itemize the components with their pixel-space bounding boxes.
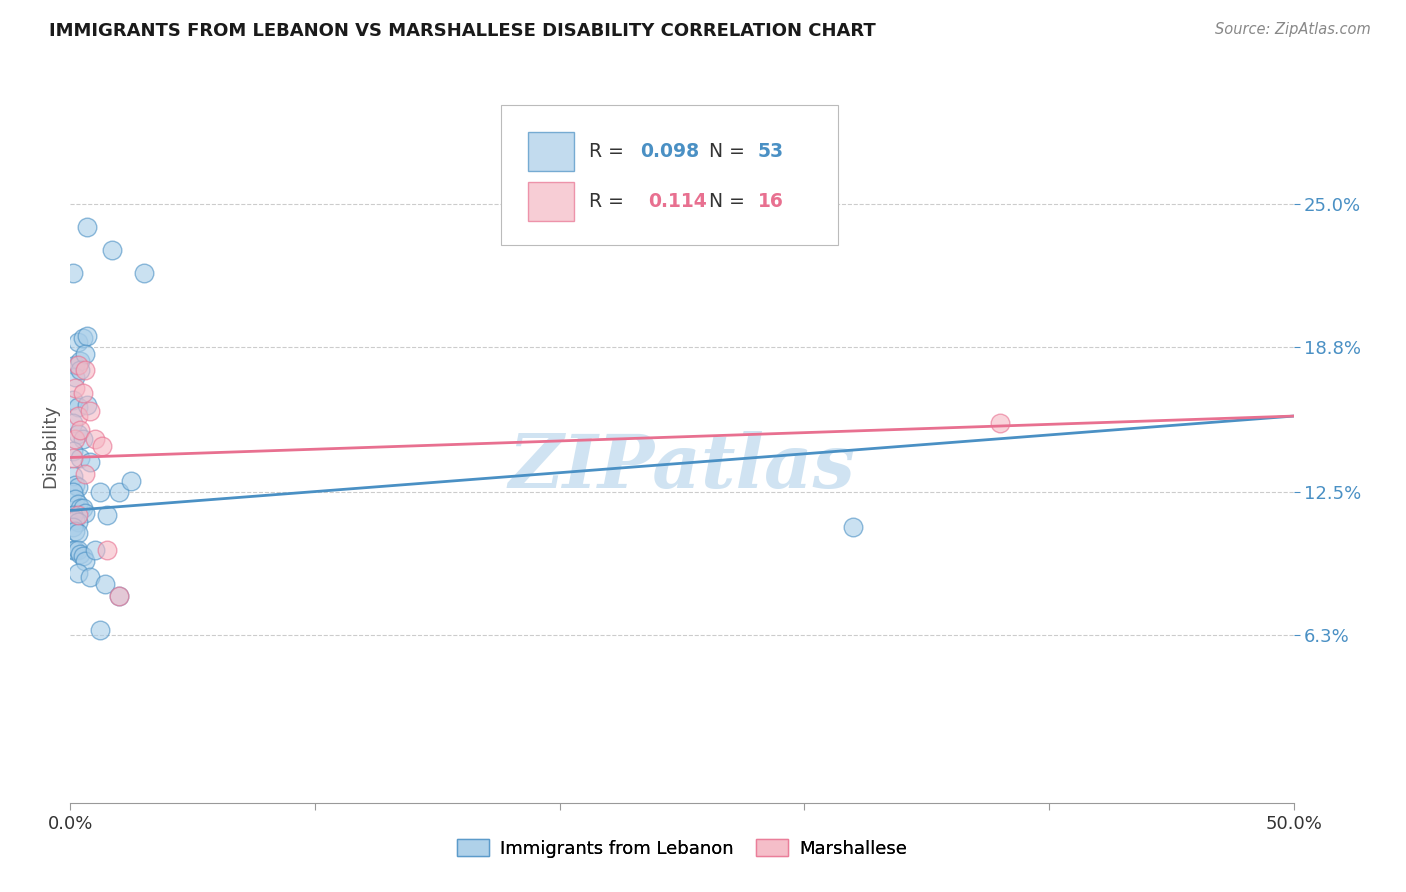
Point — [69, 363, 91, 377]
Point — [62, 485, 84, 500]
Point — [66, 400, 89, 414]
FancyBboxPatch shape — [527, 182, 574, 221]
Point — [89, 485, 111, 500]
Point — [96, 542, 118, 557]
Point — [66, 542, 89, 557]
Point — [62, 519, 84, 533]
FancyBboxPatch shape — [527, 132, 574, 171]
Point — [72, 549, 94, 564]
Legend: Immigrants from Lebanon, Marshallese: Immigrants from Lebanon, Marshallese — [450, 832, 914, 865]
Text: 53: 53 — [758, 142, 785, 161]
Text: 16: 16 — [758, 192, 783, 211]
Point — [842, 519, 865, 533]
Point — [63, 478, 86, 492]
Point — [62, 542, 84, 557]
Point — [83, 542, 105, 557]
Point — [79, 404, 101, 418]
Point — [66, 359, 89, 373]
Point — [73, 506, 96, 520]
Point — [63, 370, 86, 384]
Point — [89, 623, 111, 637]
Text: R =: R = — [589, 142, 630, 161]
Point — [121, 474, 143, 488]
Point — [69, 450, 91, 465]
Point — [69, 501, 91, 516]
Point — [66, 335, 89, 350]
FancyBboxPatch shape — [501, 105, 838, 244]
Point — [79, 455, 101, 469]
Point — [83, 432, 105, 446]
Point — [66, 526, 89, 541]
Point — [988, 416, 1011, 430]
Point — [66, 409, 89, 423]
Point — [79, 570, 101, 584]
Point — [76, 220, 98, 235]
Point — [73, 554, 96, 568]
Point — [62, 443, 84, 458]
Point — [73, 467, 96, 481]
Point — [96, 508, 118, 522]
Point — [62, 469, 84, 483]
Point — [62, 450, 84, 465]
Point — [72, 331, 94, 345]
Point — [108, 485, 131, 500]
Point — [108, 589, 131, 603]
Point — [101, 244, 124, 258]
Text: N =: N = — [709, 192, 751, 211]
Point — [63, 432, 86, 446]
Point — [91, 439, 114, 453]
Point — [66, 515, 89, 529]
Point — [66, 427, 89, 442]
Point — [63, 359, 86, 373]
Text: N =: N = — [709, 142, 751, 161]
Text: 0.114: 0.114 — [648, 192, 706, 211]
Point — [63, 524, 86, 538]
Point — [63, 542, 86, 557]
Point — [93, 577, 115, 591]
Point — [62, 392, 84, 407]
Point — [66, 497, 89, 511]
Point — [132, 266, 155, 280]
Point — [72, 432, 94, 446]
Point — [108, 589, 131, 603]
Point — [63, 513, 86, 527]
Point — [73, 347, 96, 361]
Point — [63, 491, 86, 506]
Text: ZIPatlas: ZIPatlas — [509, 431, 855, 504]
Point — [69, 547, 91, 561]
Point — [66, 566, 89, 580]
Y-axis label: Disability: Disability — [41, 404, 59, 488]
Point — [69, 354, 91, 368]
Point — [62, 416, 84, 430]
Point — [73, 363, 96, 377]
Point — [62, 266, 84, 280]
Point — [69, 423, 91, 437]
Point — [72, 501, 94, 516]
Point — [76, 328, 98, 343]
Point — [66, 480, 89, 494]
Text: IMMIGRANTS FROM LEBANON VS MARSHALLESE DISABILITY CORRELATION CHART: IMMIGRANTS FROM LEBANON VS MARSHALLESE D… — [49, 22, 876, 40]
Point — [63, 381, 86, 395]
Text: 0.098: 0.098 — [640, 142, 699, 161]
Point — [72, 386, 94, 401]
Text: Source: ZipAtlas.com: Source: ZipAtlas.com — [1215, 22, 1371, 37]
Text: R =: R = — [589, 192, 636, 211]
Point — [62, 508, 84, 522]
Point — [76, 398, 98, 412]
Point — [66, 508, 89, 522]
